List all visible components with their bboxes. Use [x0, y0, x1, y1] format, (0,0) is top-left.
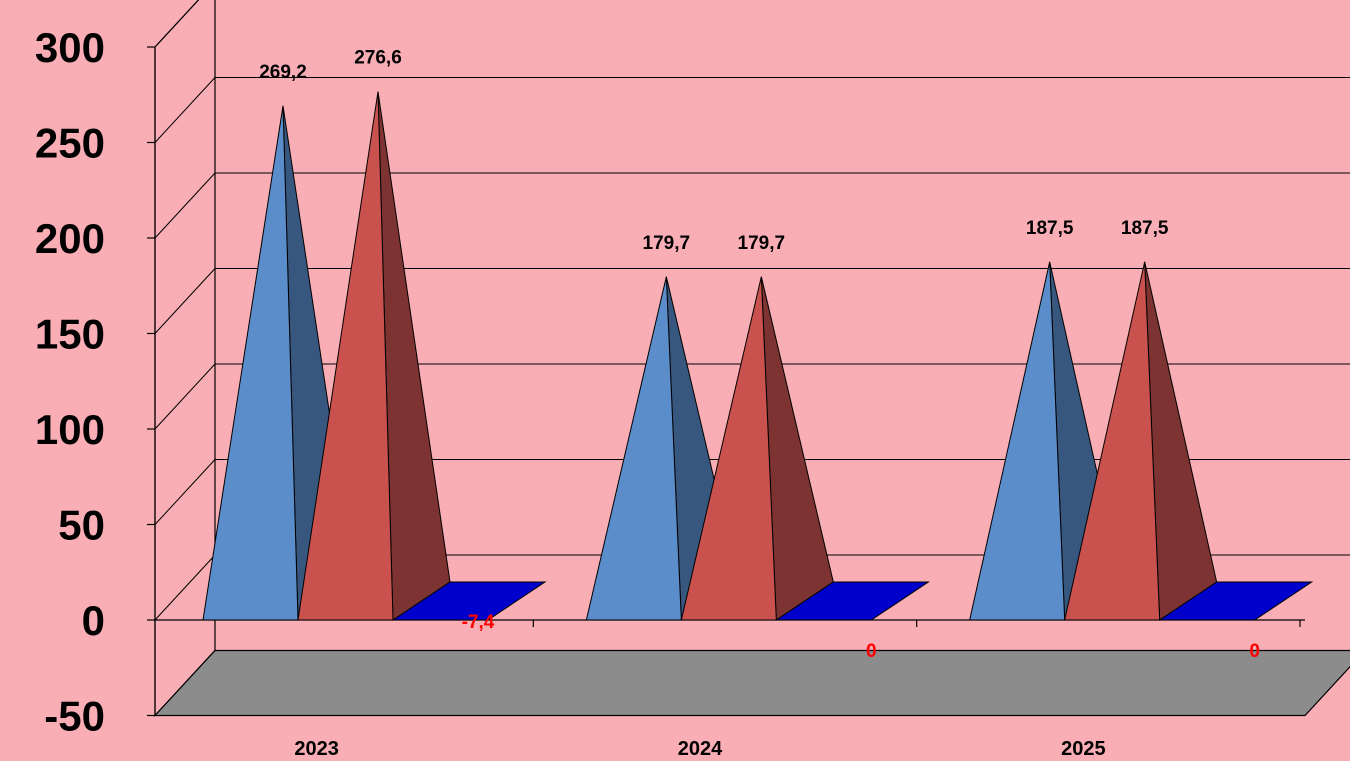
data-label: 276,6 — [354, 48, 402, 69]
x-tick-label: 2024 — [678, 738, 723, 760]
data-label: 187,5 — [1026, 218, 1074, 239]
x-tick-label: 2025 — [1061, 738, 1106, 760]
gridline-depth — [154, 363, 216, 430]
y-tick-label: 200 — [35, 215, 105, 262]
y-tick-label: 100 — [35, 406, 105, 453]
gridline-depth — [154, 268, 216, 334]
y-axis-tick-labels: 300 250 200 150 100 50 0 -50 — [35, 24, 105, 740]
chart-floor-plane — [153, 649, 1350, 717]
gridline-depth — [154, 554, 216, 621]
pyramid-front-face — [680, 276, 777, 621]
data-label: 187,5 — [1121, 218, 1169, 239]
pyramid-front-face — [297, 91, 394, 621]
data-label: 179,7 — [643, 233, 691, 254]
chart-floor — [153, 649, 1350, 717]
bar-flat — [1158, 581, 1314, 621]
pyramid-front-face — [1064, 261, 1161, 621]
pyramid-front-face — [585, 276, 682, 621]
y-tick-label: 50 — [58, 502, 105, 549]
pyramid-front-face — [202, 105, 299, 621]
y-tick-label: 250 — [35, 120, 105, 167]
gridline-depth — [154, 172, 216, 239]
y-tick-label: -50 — [44, 693, 105, 740]
gridline-depth — [154, 0, 200, 48]
data-label: -7,4 — [462, 612, 495, 633]
y-tick-label: 150 — [35, 311, 105, 358]
x-tick-label: 2023 — [294, 738, 339, 760]
chart-marks — [202, 91, 1314, 621]
y-tick-label: 300 — [35, 24, 105, 71]
data-label: 0 — [866, 641, 877, 662]
gridline-depth — [154, 77, 216, 143]
data-labels: 269,2 276,6 -7,4 179,7 179,7 0 187,5 187,5 0 — [259, 48, 1260, 662]
bar-flat — [391, 581, 547, 621]
data-label: 0 — [1249, 641, 1260, 662]
bar-flat — [774, 581, 930, 621]
data-label: 179,7 — [738, 233, 786, 254]
y-tick-label: 0 — [82, 597, 105, 644]
gridline-depth — [154, 459, 216, 525]
x-axis-tick-labels: 2023 2024 2025 — [294, 738, 1105, 760]
pyramid-front-face — [969, 261, 1066, 621]
data-label: 269,2 — [259, 62, 307, 83]
